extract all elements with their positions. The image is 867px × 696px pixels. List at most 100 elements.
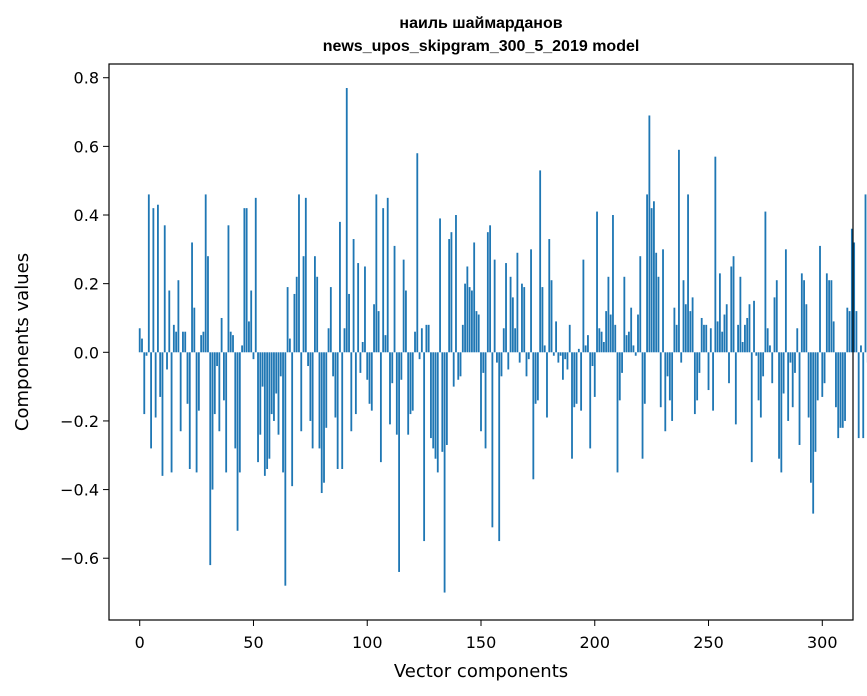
x-axis-ticks: 0 50 100 150 200 250 300 xyxy=(135,620,838,652)
bar-104 xyxy=(375,194,378,353)
bar-244 xyxy=(693,352,696,415)
bar-103 xyxy=(373,304,375,353)
bar-241 xyxy=(687,194,689,353)
bar-190 xyxy=(571,352,573,459)
bar-308 xyxy=(839,352,842,428)
bar-63 xyxy=(282,352,284,473)
y-tick-label: −0.4 xyxy=(60,481,99,500)
bar-237 xyxy=(678,149,680,353)
bar-225 xyxy=(650,208,653,353)
bar-96 xyxy=(357,263,360,353)
bar-167 xyxy=(518,352,521,363)
bar-304 xyxy=(830,280,833,353)
bar-110 xyxy=(389,352,391,425)
bar-205 xyxy=(605,311,608,353)
bar-43 xyxy=(236,352,239,531)
bar-217 xyxy=(632,345,635,353)
bar-8 xyxy=(157,204,159,353)
bar-71 xyxy=(300,352,303,432)
bar-219 xyxy=(637,314,639,353)
bar-280 xyxy=(775,280,778,353)
bar-17 xyxy=(177,280,180,353)
bar-82 xyxy=(325,352,328,428)
bar-221 xyxy=(641,352,644,459)
bar-256 xyxy=(721,331,724,353)
bar-173 xyxy=(532,352,535,480)
bar-202 xyxy=(598,328,601,353)
bar-195 xyxy=(582,259,585,353)
bar-94 xyxy=(352,239,355,353)
bar-306 xyxy=(835,352,837,408)
bar-117 xyxy=(405,290,407,353)
bar-148 xyxy=(475,311,478,353)
bar-175 xyxy=(536,352,539,401)
bar-276 xyxy=(766,328,769,353)
bar-216 xyxy=(630,307,633,353)
bar-164 xyxy=(511,297,514,353)
bar-268 xyxy=(748,304,751,353)
bar-255 xyxy=(718,273,721,353)
bar-57 xyxy=(268,352,271,459)
bar-204 xyxy=(602,342,605,353)
bar-3 xyxy=(145,352,148,356)
bar-264 xyxy=(739,276,742,353)
bar-266 xyxy=(744,324,746,353)
bar-267 xyxy=(746,317,749,353)
bar-60 xyxy=(275,352,278,394)
bar-27 xyxy=(200,335,203,353)
bar-229 xyxy=(659,352,662,408)
bar-66 xyxy=(288,338,291,353)
bar-210 xyxy=(616,352,619,473)
bar-257 xyxy=(723,314,726,353)
y-axis-label: Components values xyxy=(12,253,33,431)
bar-188 xyxy=(566,352,569,370)
bar-233 xyxy=(668,352,671,401)
bar-54 xyxy=(261,352,264,387)
bar-182 xyxy=(552,352,555,356)
bar-245 xyxy=(696,352,699,401)
bar-11 xyxy=(163,225,166,353)
bar-44 xyxy=(238,352,241,473)
bar-123 xyxy=(418,352,421,360)
bar-201 xyxy=(596,211,598,353)
bar-18 xyxy=(179,352,182,432)
bar-252 xyxy=(712,352,714,411)
bar-259 xyxy=(728,352,730,384)
bar-185 xyxy=(559,352,562,356)
bar-35 xyxy=(218,352,221,432)
bar-301 xyxy=(823,352,826,384)
bar-38 xyxy=(225,352,228,473)
bar-series xyxy=(138,88,867,593)
bar-136 xyxy=(448,239,451,353)
bar-254 xyxy=(716,321,719,353)
bar-215 xyxy=(627,331,630,353)
bar-91 xyxy=(345,88,348,353)
bar-220 xyxy=(639,256,642,353)
bar-81 xyxy=(323,352,325,483)
bar-154 xyxy=(489,225,492,353)
bar-84 xyxy=(329,287,332,353)
bar-208 xyxy=(612,215,614,353)
bar-126 xyxy=(425,324,428,353)
bar-226 xyxy=(653,201,655,353)
bar-133 xyxy=(441,352,444,452)
bar-186 xyxy=(562,352,564,380)
bar-228 xyxy=(657,276,660,353)
bar-290 xyxy=(798,352,801,445)
bar-34 xyxy=(216,352,218,367)
bar-85 xyxy=(332,352,335,377)
bar-74 xyxy=(307,352,309,367)
bar-92 xyxy=(348,293,350,353)
bar-41 xyxy=(232,335,234,353)
bar-39 xyxy=(227,225,230,353)
bar-236 xyxy=(675,324,678,353)
bar-227 xyxy=(655,252,658,353)
bar-168 xyxy=(521,283,523,353)
bar-174 xyxy=(534,352,537,404)
bar-163 xyxy=(509,276,512,353)
bar-260 xyxy=(730,266,733,353)
bar-319 xyxy=(864,194,867,353)
bar-116 xyxy=(402,259,405,353)
bar-10 xyxy=(161,352,164,476)
